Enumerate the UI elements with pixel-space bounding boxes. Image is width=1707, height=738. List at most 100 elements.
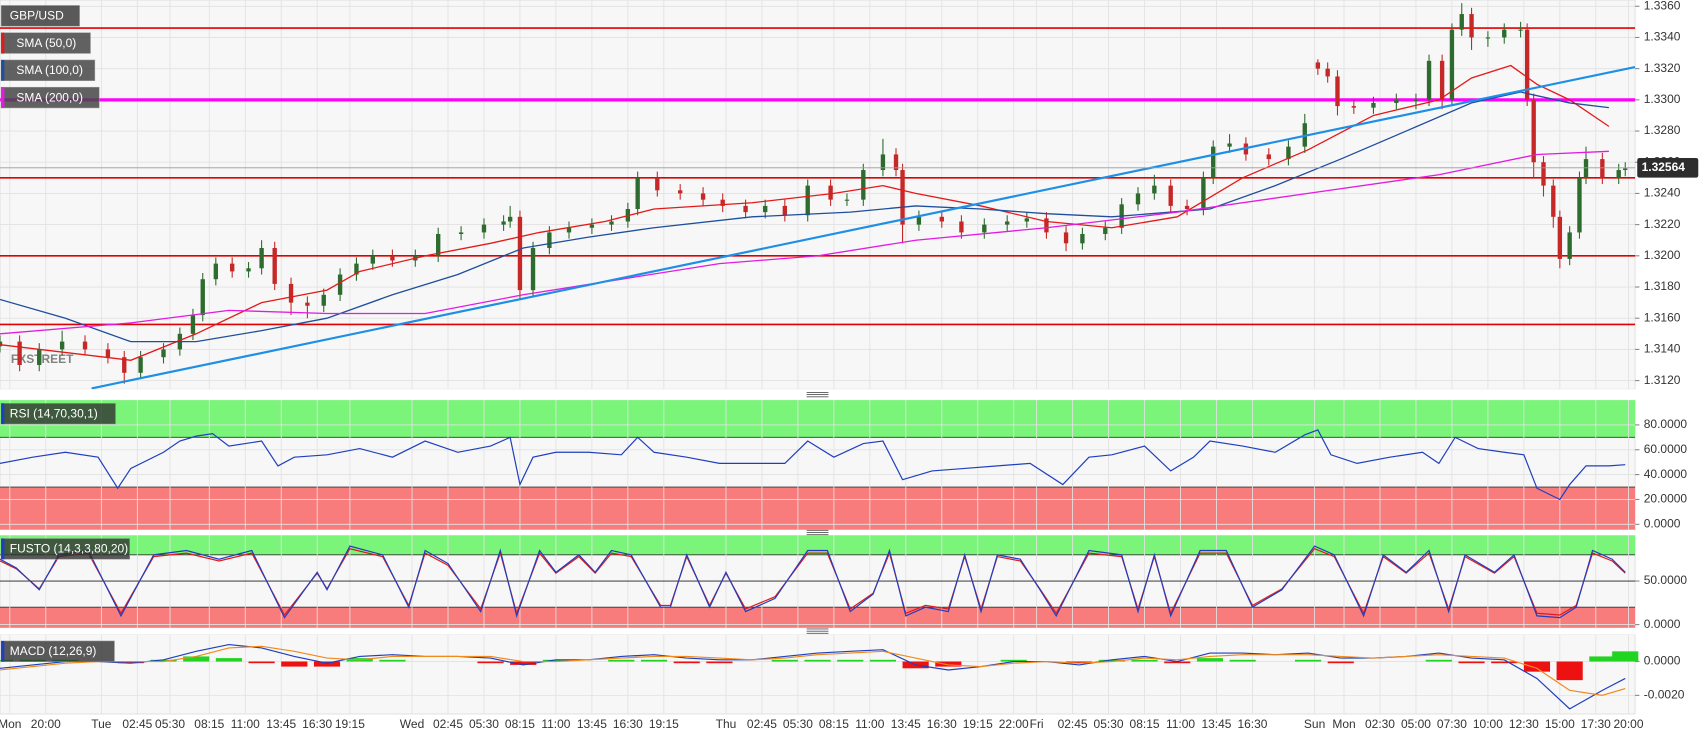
- y-tick-label: 60.0000: [1644, 442, 1688, 456]
- candle-body: [82, 341, 88, 350]
- x-tick-label: Thu: [716, 717, 737, 731]
- x-tick-label: 08:15: [505, 717, 535, 731]
- panel-title: MACD (12,26,9): [10, 644, 97, 658]
- candle-body: [246, 268, 251, 272]
- y-tick-label: 1.3300: [1644, 92, 1681, 106]
- y-tick-label: 1.3340: [1644, 30, 1681, 44]
- histogram-bar: [183, 656, 210, 662]
- y-tick-label: 80.0000: [1644, 417, 1688, 431]
- candle-body: [1551, 185, 1556, 217]
- macd-line: [0, 645, 1626, 696]
- histogram-bar: [379, 659, 406, 662]
- candle-body: [1518, 29, 1523, 31]
- candle-body: [105, 349, 111, 358]
- oscillator-line: [0, 429, 1626, 501]
- candle-body: [1426, 60, 1432, 100]
- legend-swatch: [1, 32, 5, 54]
- candle-body: [1623, 168, 1628, 171]
- candle-body: [1600, 159, 1605, 178]
- histogram-bar: [706, 661, 733, 664]
- histogram-bar: [117, 661, 144, 664]
- y-tick-label: 1.3140: [1644, 342, 1681, 356]
- candle-body: [959, 221, 964, 233]
- overbought-band: [0, 400, 1636, 438]
- candle-body: [1541, 162, 1546, 186]
- histogram-bar: [1425, 659, 1452, 662]
- y-tick-label: 50.0000: [1644, 573, 1688, 587]
- x-tick-label: 08:15: [819, 717, 849, 731]
- x-tick-label: Wed: [400, 717, 424, 731]
- x-tick-label: 13:45: [577, 717, 607, 731]
- candle-body: [138, 357, 143, 373]
- candle-body: [893, 154, 899, 171]
- histogram-bar: [1523, 661, 1551, 672]
- candle-body: [530, 248, 536, 291]
- x-tick-label: 02:45: [1058, 717, 1088, 731]
- histogram-bar: [1164, 661, 1191, 664]
- candle-body: [458, 232, 464, 234]
- candle-body: [1211, 146, 1216, 178]
- histogram-bar: [150, 659, 177, 662]
- candle-body: [161, 349, 166, 358]
- candle-body: [37, 349, 42, 365]
- histogram-bar: [542, 659, 569, 662]
- y-tick-label: 1.3180: [1644, 279, 1681, 293]
- candle-body: [17, 341, 22, 365]
- x-tick-label: 15:00: [1545, 717, 1575, 731]
- histogram-bar: [477, 661, 504, 664]
- x-tick-label: 13:45: [1201, 717, 1231, 731]
- x-tick-label: 10:00: [1473, 717, 1503, 731]
- legend-label: SMA (50,0): [16, 36, 76, 50]
- candle-body: [288, 283, 294, 303]
- x-tick-label: 16:30: [613, 717, 643, 731]
- x-tick-label: 16:30: [927, 717, 957, 731]
- x-tick-label: 22:00: [999, 717, 1029, 731]
- x-tick-label: 13:45: [266, 717, 296, 731]
- histogram-bar: [608, 659, 635, 662]
- candle-body: [59, 341, 65, 350]
- candle-body: [481, 224, 487, 233]
- x-tick-label: 16:30: [302, 717, 332, 731]
- candle-body: [122, 357, 127, 373]
- histogram-bar: [804, 659, 831, 662]
- x-tick-label: 05:30: [1094, 717, 1124, 731]
- x-tick-label: Tue: [91, 717, 112, 731]
- x-tick-label: 08:15: [194, 717, 224, 731]
- oscillator-line: [0, 545, 1626, 619]
- x-tick-label: Fri: [1030, 717, 1044, 731]
- candle-body: [1413, 99, 1419, 101]
- histogram-bar: [510, 661, 537, 665]
- candle-body: [1394, 99, 1399, 103]
- candle-body: [1184, 205, 1190, 210]
- x-tick-label: 02:45: [122, 717, 152, 731]
- candle-body: [589, 224, 595, 228]
- histogram-bar: [1066, 661, 1093, 664]
- last-price-label: 1.32564: [1642, 160, 1686, 174]
- candle-body: [1103, 227, 1108, 234]
- x-tick-label: 19:15: [963, 717, 993, 731]
- x-tick-label: 07:30: [1437, 717, 1467, 731]
- y-tick-label: 40.0000: [1644, 467, 1688, 481]
- candle-body: [1449, 29, 1455, 100]
- x-tick-label: 12:30: [1509, 717, 1539, 731]
- candle-body: [0, 341, 3, 347]
- candle-body: [609, 221, 614, 225]
- candle-body: [190, 315, 196, 334]
- y-tick-label: 1.3320: [1644, 61, 1681, 75]
- last-price-box: [1637, 158, 1699, 178]
- y-tick-label: 1.3160: [1644, 310, 1681, 324]
- candle-body: [861, 170, 866, 200]
- histogram-bar: [837, 659, 864, 662]
- x-tick-label: 11:00: [855, 717, 884, 731]
- y-tick-label: 1.3240: [1644, 186, 1681, 200]
- x-tick-label: Mon: [1332, 717, 1355, 731]
- candle-body: [1485, 37, 1491, 39]
- panel-title-box: [0, 5, 80, 27]
- histogram-bar: [215, 658, 242, 662]
- candle-body: [782, 205, 788, 216]
- watermark: FXSTREET: [11, 352, 74, 366]
- sma-line: [0, 91, 1609, 343]
- y-tick-label: 1.3280: [1644, 123, 1681, 137]
